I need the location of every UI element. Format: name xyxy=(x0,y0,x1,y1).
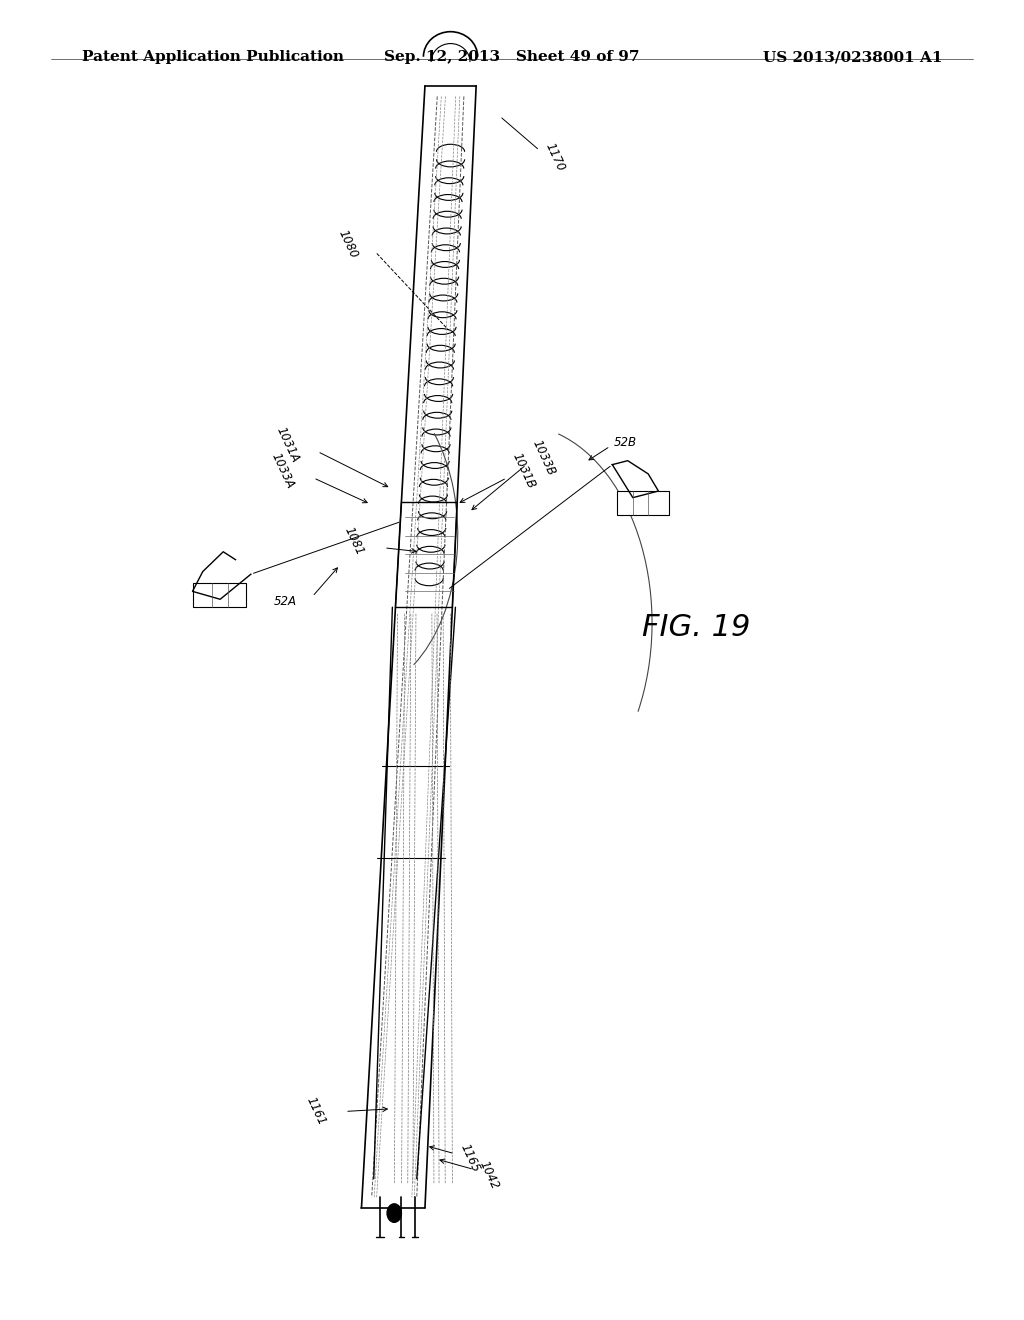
Text: 52A: 52A xyxy=(274,595,297,609)
Text: 1080: 1080 xyxy=(336,228,360,260)
Text: FIG. 19: FIG. 19 xyxy=(642,612,751,642)
Text: 1170: 1170 xyxy=(543,141,567,173)
Text: 1033A: 1033A xyxy=(269,451,297,491)
Text: 1161: 1161 xyxy=(303,1096,328,1127)
Text: 1033B: 1033B xyxy=(529,438,557,478)
Text: 52B: 52B xyxy=(613,436,636,449)
Text: Sep. 12, 2013   Sheet 49 of 97: Sep. 12, 2013 Sheet 49 of 97 xyxy=(384,50,640,65)
Bar xyxy=(617,491,669,515)
Text: 1031A: 1031A xyxy=(273,425,301,465)
Circle shape xyxy=(387,1204,401,1222)
Text: US 2013/0238001 A1: US 2013/0238001 A1 xyxy=(763,50,942,65)
Text: 1042: 1042 xyxy=(477,1159,502,1191)
Text: Patent Application Publication: Patent Application Publication xyxy=(82,50,344,65)
Text: 1081: 1081 xyxy=(342,525,367,557)
Text: 1165: 1165 xyxy=(458,1142,482,1173)
Text: 1031B: 1031B xyxy=(510,451,538,491)
Bar xyxy=(193,583,246,607)
